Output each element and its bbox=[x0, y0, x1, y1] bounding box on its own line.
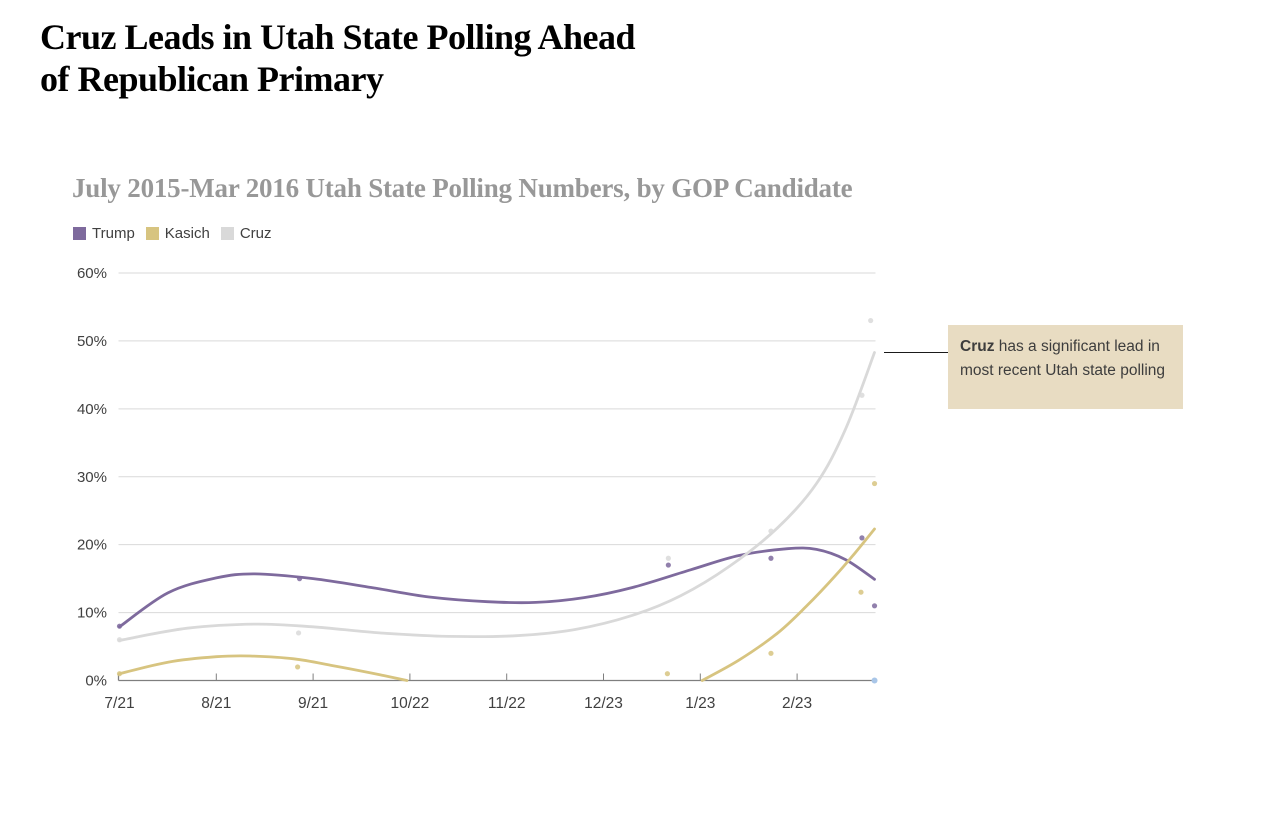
svg-text:60%: 60% bbox=[77, 265, 107, 282]
trump-legend-swatch bbox=[73, 227, 86, 240]
svg-text:40%: 40% bbox=[77, 401, 107, 418]
annotation-connector-line bbox=[884, 352, 948, 353]
svg-text:50%: 50% bbox=[77, 333, 107, 350]
legend-item-cruz: Cruz bbox=[220, 225, 272, 242]
svg-text:0%: 0% bbox=[85, 673, 107, 690]
cruz-legend-swatch bbox=[220, 227, 234, 240]
annotation-callout: Cruz has a significant lead in most rece… bbox=[948, 325, 1183, 409]
kasich-legend-swatch bbox=[145, 227, 159, 240]
kasich-legend-label: Kasich bbox=[164, 225, 210, 242]
svg-text:7/21: 7/21 bbox=[104, 695, 134, 712]
legend-item-trump: Trump bbox=[73, 225, 135, 242]
svg-text:30%: 30% bbox=[77, 469, 107, 486]
chart-title: July 2015-Mar 2016 Utah State Polling Nu… bbox=[72, 173, 853, 203]
legend-item-kasich: Kasich bbox=[145, 225, 210, 242]
page-title: Cruz Leads in Utah State Polling Ahead o… bbox=[40, 17, 636, 99]
svg-text:9/21: 9/21 bbox=[298, 695, 328, 712]
svg-text:8/21: 8/21 bbox=[201, 695, 231, 712]
svg-text:12/23: 12/23 bbox=[584, 695, 623, 712]
svg-text:2/23: 2/23 bbox=[782, 695, 812, 712]
trump-legend-label: Trump bbox=[92, 225, 135, 242]
svg-text:10%: 10% bbox=[77, 605, 107, 622]
annotation-bold-text: Cruz bbox=[960, 338, 995, 355]
annotation-body-text: has a significant lead in most recent Ut… bbox=[960, 338, 1166, 379]
legend: Trump Kasich Cruz bbox=[73, 225, 271, 242]
svg-text:20%: 20% bbox=[77, 537, 107, 554]
svg-text:11/22: 11/22 bbox=[488, 695, 526, 712]
cruz-legend-label: Cruz bbox=[239, 225, 272, 242]
svg-text:10/22: 10/22 bbox=[391, 695, 430, 712]
svg-text:1/23: 1/23 bbox=[685, 695, 715, 712]
